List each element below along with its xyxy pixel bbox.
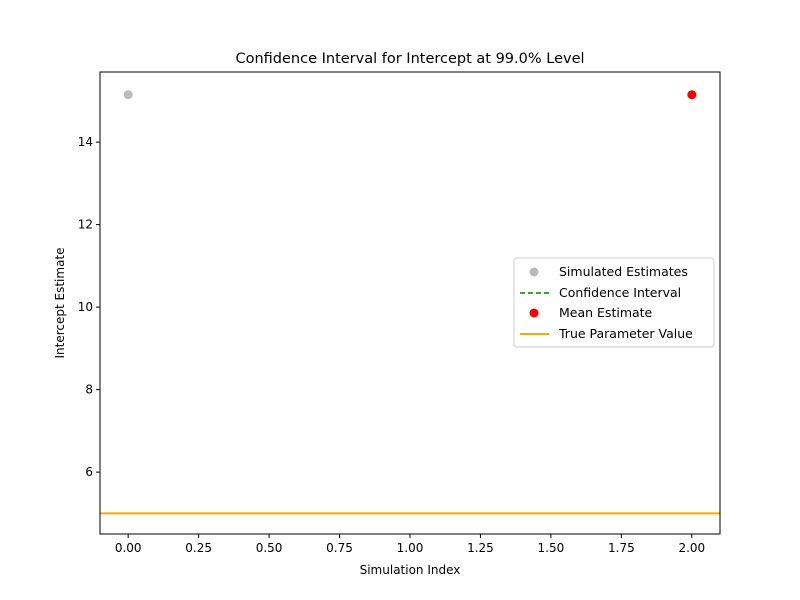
x-tick-label: 0.25 [185, 541, 212, 555]
x-tick-label: 0.50 [256, 541, 283, 555]
legend-label-confidence-interval: Confidence Interval [559, 285, 681, 300]
plot-frame [99, 71, 721, 535]
x-tick-label: 1.50 [538, 541, 565, 555]
legend-label-true-parameter-value: True Parameter Value [558, 326, 693, 341]
x-axis-label: Simulation Index [360, 563, 461, 577]
legend-label-mean-estimate: Mean Estimate [559, 305, 653, 320]
plot-area [100, 90, 720, 515]
mean-estimate-point [687, 90, 697, 100]
x-tick-label: 0.75 [326, 541, 353, 555]
legend-marker-simulated-estimates [529, 267, 539, 277]
x-tick-label: 1.25 [467, 541, 494, 555]
y-axis: 6 8 10 12 14 [78, 135, 100, 479]
x-tick-label: 1.00 [397, 541, 424, 555]
x-tick-label: 0.00 [115, 541, 142, 555]
y-axis-label: Intercept Estimate [53, 247, 67, 358]
legend: Simulated Estimates Confidence Interval … [513, 257, 715, 348]
y-tick-label: 14 [78, 135, 93, 149]
legend-box [513, 257, 715, 348]
x-axis: 0.00 0.25 0.50 0.75 1.00 1.25 1.50 1.75 2.00 [115, 534, 705, 555]
x-tick-label: 1.75 [608, 541, 635, 555]
y-tick-label: 6 [85, 465, 93, 479]
chart-title: Confidence Interval for Intercept at 99.… [235, 51, 584, 67]
x-tick-label: 2.00 [678, 541, 705, 555]
y-tick-label: 8 [85, 383, 93, 397]
y-tick-label: 10 [78, 300, 93, 314]
y-tick-label: 12 [78, 218, 93, 232]
legend-marker-mean-estimate [529, 308, 539, 318]
legend-label-simulated-estimates: Simulated Estimates [559, 264, 688, 279]
simulated-estimates-point [123, 90, 133, 100]
